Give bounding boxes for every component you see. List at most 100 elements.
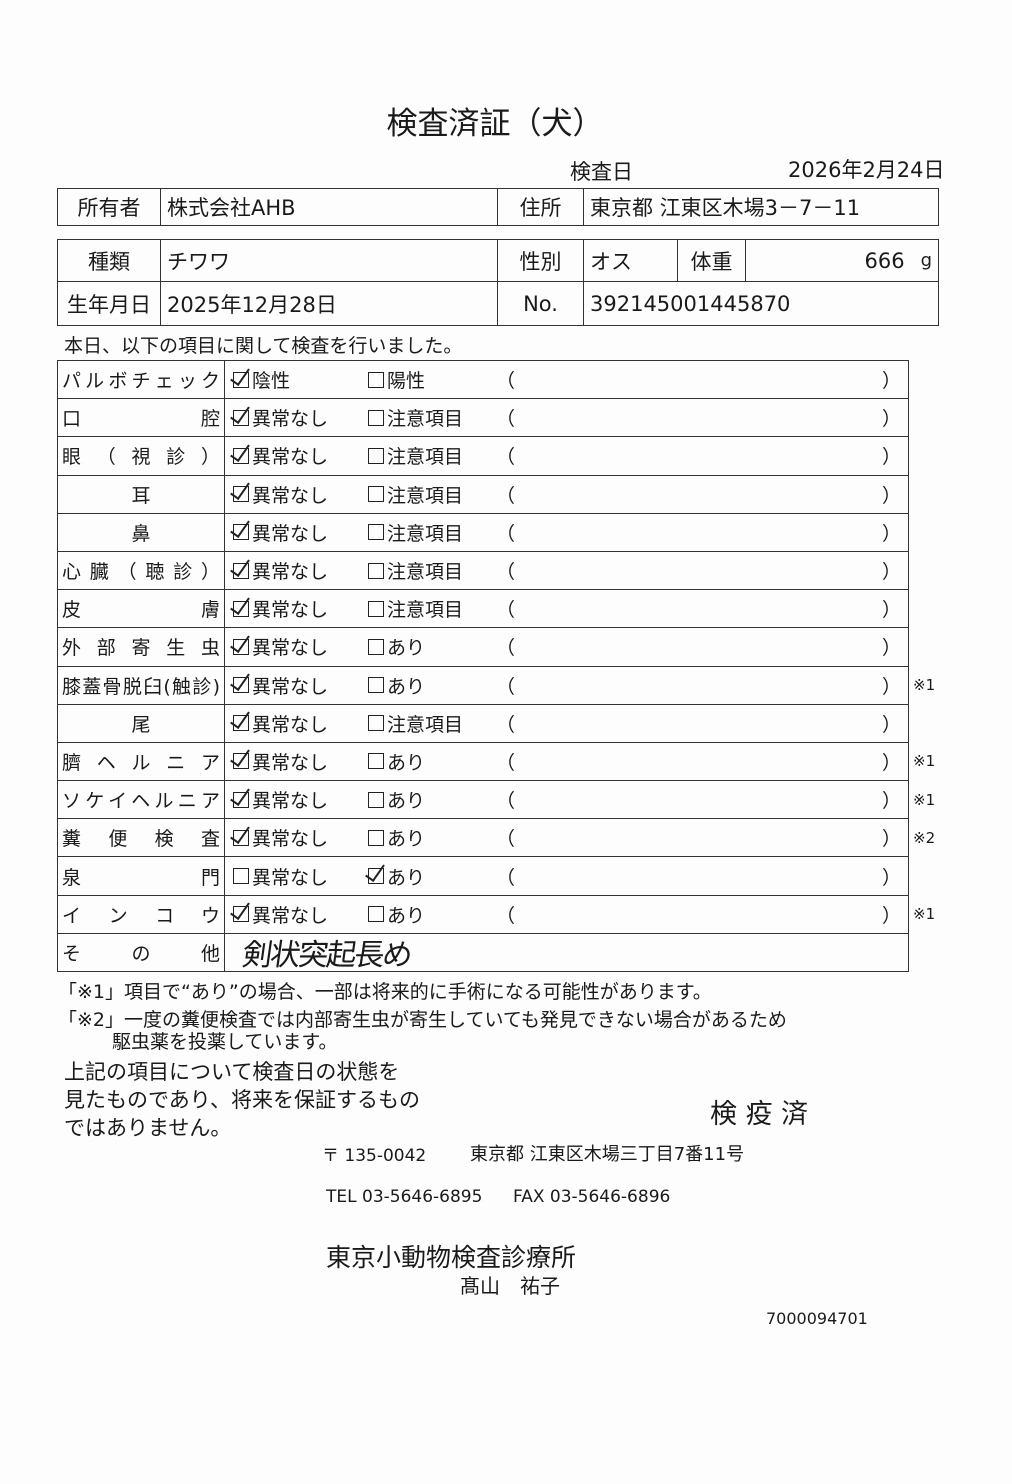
checkbox-unchecked-icon[interactable] (368, 791, 384, 808)
checkbox-checked-icon[interactable] (368, 868, 384, 885)
checkbox-checked-icon[interactable] (233, 638, 249, 655)
exam-item-label-text: 外部寄生虫 (62, 637, 220, 660)
paren-close: ） (882, 751, 902, 774)
option-1[interactable]: 異常なし (233, 857, 328, 894)
option-1[interactable]: 異常なし (233, 667, 328, 704)
checkbox-checked-icon[interactable] (233, 486, 249, 503)
checkbox-unchecked-icon[interactable] (368, 715, 384, 732)
exam-item-label-text: 糞便検査 (62, 828, 220, 851)
option-2-label: あり (387, 904, 426, 927)
footnote-mark: ※1 (913, 752, 936, 771)
exam-items-table: パルボチェック 陰性 陽性（）口腔 異常なし 注意項目（）眼（視診） 異常なし 注意項目（）… (57, 360, 935, 973)
paren-close: ） (882, 828, 902, 851)
exam-row: 皮膚 異常なし 注意項目 （ ） (58, 590, 908, 629)
exam-row: 糞便検査 異常なし あり （ ） ※2 (58, 819, 935, 858)
option-2-label: あり (387, 866, 426, 889)
option-2[interactable]: 注意項目 (368, 552, 463, 589)
exam-item-label: 臍ヘルニア (58, 742, 225, 781)
paren-close: ） (882, 370, 902, 393)
option-1[interactable]: 陰性 (233, 361, 290, 398)
option-1[interactable]: 異常なし (233, 514, 328, 551)
option-2[interactable]: あり (368, 667, 425, 704)
checkbox-unchecked-icon[interactable] (368, 524, 384, 541)
checkbox-checked-icon[interactable] (233, 791, 249, 808)
option-1[interactable]: 異常なし (233, 896, 328, 933)
option-1[interactable]: 異常なし (233, 590, 328, 627)
checkbox-unchecked-icon[interactable] (368, 753, 384, 770)
checkbox-checked-icon[interactable] (233, 829, 249, 846)
checkbox-checked-icon[interactable] (233, 600, 249, 617)
checkbox-checked-icon[interactable] (233, 371, 249, 388)
serial-number: 7000094701 (766, 1309, 868, 1328)
checkbox-checked-icon[interactable] (233, 447, 249, 464)
exam-item-label-text: 心臓（聴診） (62, 561, 220, 584)
exam-item-label-text: ソケイヘルニア (62, 790, 220, 813)
checkbox-unchecked-icon[interactable] (368, 486, 384, 503)
checkbox-unchecked-icon[interactable] (368, 371, 384, 388)
paren-open: （ (496, 370, 516, 393)
option-2[interactable]: あり (368, 781, 425, 818)
option-2[interactable]: あり (368, 628, 425, 665)
checkbox-checked-icon[interactable] (233, 715, 249, 732)
option-1-label: 異常なし (252, 751, 329, 774)
option-2[interactable]: 注意項目 (368, 705, 463, 742)
checkbox-unchecked-icon[interactable] (233, 868, 249, 885)
paren-open: （ (496, 561, 516, 584)
option-1[interactable]: 異常なし (233, 743, 328, 780)
checkbox-unchecked-icon[interactable] (368, 447, 384, 464)
weight-label: 体重 (677, 239, 746, 282)
checkbox-unchecked-icon[interactable] (368, 600, 384, 617)
checkbox-checked-icon[interactable] (233, 409, 249, 426)
option-2[interactable]: あり (368, 743, 425, 780)
exam-row: インコウ 異常なし あり （ ） ※1 (58, 895, 935, 934)
option-2[interactable]: 注意項目 (368, 590, 463, 627)
option-2[interactable]: 注意項目 (368, 399, 463, 436)
option-1[interactable]: 異常なし (233, 628, 328, 665)
option-2[interactable]: あり (368, 857, 425, 894)
checkbox-unchecked-icon[interactable] (368, 677, 384, 694)
checkbox-unchecked-icon[interactable] (368, 409, 384, 426)
checkbox-unchecked-icon[interactable] (368, 562, 384, 579)
quarantine-stamp: 検 疫 済 (710, 1099, 809, 1130)
exam-row: 心臓（聴診） 異常なし 注意項目 （ ） (58, 551, 908, 591)
exam-item-label: ソケイヘルニア (58, 781, 225, 819)
paren-open: （ (496, 713, 516, 736)
option-1[interactable]: 異常なし (233, 819, 328, 856)
option-2[interactable]: 注意項目 (368, 437, 463, 474)
checkbox-checked-icon[interactable] (233, 753, 249, 770)
footnote-2: 「※2」一度の糞便検査では内部寄生虫が寄生していても発見できない場合があるため (58, 1009, 787, 1031)
checkbox-unchecked-icon[interactable] (368, 638, 384, 655)
option-1-label: 異常なし (252, 675, 329, 698)
option-1[interactable]: 異常なし (233, 552, 328, 589)
option-2-label: あり (387, 637, 426, 660)
clinic-name: 東京小動物検査診療所 (326, 1243, 577, 1272)
other-row: その他 剣状突起長め (58, 933, 908, 973)
checkbox-checked-icon[interactable] (233, 562, 249, 579)
option-1[interactable]: 異常なし (233, 437, 328, 474)
checkbox-unchecked-icon[interactable] (368, 906, 384, 923)
checkbox-unchecked-icon[interactable] (368, 829, 384, 846)
paren-open: （ (496, 828, 516, 851)
option-2[interactable]: 注意項目 (368, 476, 463, 513)
checkbox-checked-icon[interactable] (233, 906, 249, 923)
exam-row: 尾 異常なし 注意項目 （ ） (58, 704, 908, 743)
other-label: その他 (58, 933, 225, 971)
exam-item-label: 心臓（聴診） (58, 551, 225, 590)
option-2[interactable]: 注意項目 (368, 514, 463, 551)
paren-close: ） (882, 408, 902, 431)
paren-close: ） (882, 866, 902, 889)
paren-open: （ (496, 751, 516, 774)
option-1[interactable]: 異常なし (233, 399, 328, 436)
option-1[interactable]: 異常なし (233, 705, 328, 742)
checkbox-checked-icon[interactable] (233, 677, 249, 694)
option-1[interactable]: 異常なし (233, 781, 328, 818)
checkbox-checked-icon[interactable] (233, 524, 249, 541)
option-1[interactable]: 異常なし (233, 476, 328, 513)
weight-unit: g (920, 250, 932, 271)
option-2[interactable]: 陽性 (368, 361, 425, 398)
dob-value: 2025年12月28日 (160, 281, 498, 326)
exam-item-label: 膝蓋骨脱臼(触診) (58, 666, 225, 704)
option-2[interactable]: あり (368, 819, 425, 856)
option-2[interactable]: あり (368, 896, 425, 933)
